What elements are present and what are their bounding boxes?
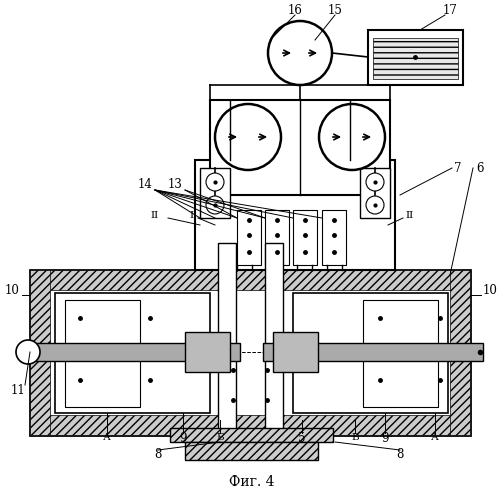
Circle shape [319,104,385,170]
Text: 11: 11 [11,384,25,396]
Bar [30,270,470,435]
Text: 16: 16 [288,4,302,16]
Circle shape [215,104,281,170]
Text: А: А [103,434,111,442]
Bar [360,168,390,218]
Text: I: I [190,210,194,220]
Text: 5: 5 [298,432,306,444]
Bar [265,210,289,265]
Circle shape [366,196,384,214]
Bar [200,168,230,218]
Text: 9: 9 [179,432,187,444]
Bar [450,270,470,435]
Bar [373,38,458,79]
Circle shape [206,173,224,191]
Bar [30,270,50,435]
Bar [322,210,346,265]
Text: II: II [406,210,414,220]
Bar [237,210,261,265]
Text: 14: 14 [137,178,152,192]
Circle shape [16,340,40,364]
Bar [65,357,140,407]
Bar [263,343,483,361]
Text: 7: 7 [454,162,462,174]
Bar [363,300,438,350]
Text: А: А [431,434,439,442]
Text: 17: 17 [443,4,457,16]
Bar [273,332,318,372]
Bar [30,415,470,435]
Circle shape [268,21,332,85]
Text: Б: Б [216,434,224,442]
Bar [368,30,463,85]
Text: 8: 8 [396,448,404,462]
Bar [30,270,470,290]
Bar [20,343,240,361]
Bar [218,243,236,438]
Bar [170,428,333,442]
Text: II: II [151,210,159,220]
Bar [55,293,210,413]
Bar [210,100,390,195]
Bar [265,243,283,438]
Bar [363,357,438,407]
Text: 10: 10 [5,284,20,296]
Text: 8: 8 [154,448,161,462]
Circle shape [366,173,384,191]
Bar [293,293,448,413]
Bar [195,160,395,270]
Text: Фиг. 4: Фиг. 4 [229,475,275,489]
Text: Б: Б [351,434,359,442]
Text: 6: 6 [476,162,484,174]
Circle shape [206,196,224,214]
Bar [293,210,317,265]
Text: 10: 10 [482,284,497,296]
Text: 9: 9 [381,432,389,444]
Text: 15: 15 [327,4,343,16]
Bar [185,442,318,460]
Bar [185,332,230,372]
Text: 13: 13 [167,178,183,192]
Bar [65,300,140,350]
